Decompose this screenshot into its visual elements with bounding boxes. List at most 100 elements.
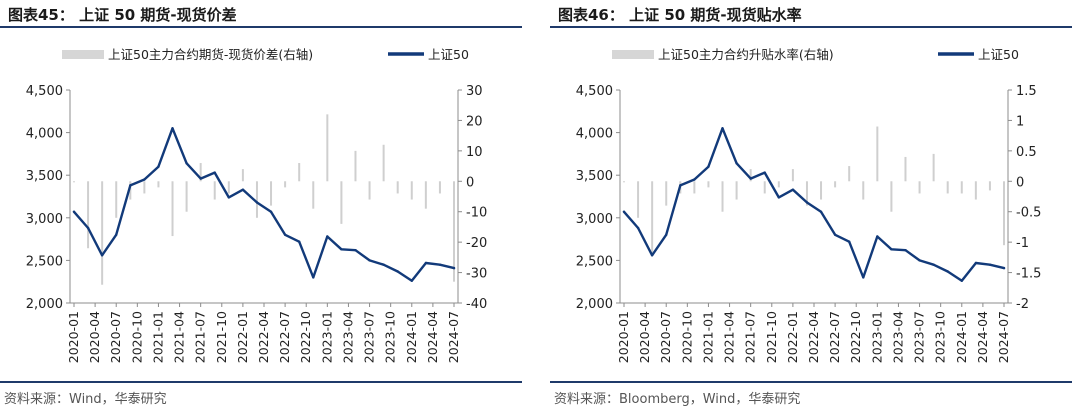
right-tick-label: 0 [1016, 175, 1024, 190]
index-point [622, 210, 626, 213]
x-tick-label: 2020-04 [87, 311, 102, 363]
x-tick-label: 2024-01 [954, 311, 969, 363]
spread-bar [1003, 181, 1005, 246]
x-tick-label: 2021-04 [722, 311, 737, 363]
index-point [960, 279, 963, 282]
chart-45: 上证50主力合约期货-现货价差(右轴) 上证50 2,000 2,500 3,000 3,… [26, 47, 487, 363]
spread-bar [185, 181, 188, 212]
spread-bar [298, 163, 301, 182]
spread-bar [284, 181, 287, 188]
spread-bar [115, 181, 118, 218]
spread-bar [805, 181, 808, 206]
index-point [777, 196, 780, 199]
index-point [382, 263, 385, 266]
spread-bar [651, 181, 654, 255]
legend-swatch-spread [62, 50, 104, 59]
x-tick-label: 2022-10 [298, 311, 313, 363]
index-point [819, 210, 823, 213]
source-note: 资料来源：Bloomberg，Wind，华泰研究 [554, 392, 801, 407]
left-tick-label: 4,000 [576, 127, 613, 142]
x-tick-label: 2021-10 [214, 311, 229, 363]
right-tick-label: 1 [1016, 114, 1024, 129]
x-tick-label: 2021-07 [193, 311, 208, 363]
right-tick-label: 10 [466, 145, 483, 160]
index-point [438, 263, 442, 266]
spread-bar [255, 181, 258, 218]
index-point [72, 210, 76, 213]
index-point [679, 184, 682, 187]
spread-bar [848, 166, 851, 182]
spread-bar [693, 181, 696, 194]
legend-label-spread: 上证50主力合约升贴水率(右轴) [658, 47, 834, 62]
left-tick-label: 4,000 [26, 127, 63, 142]
spread-bar [735, 181, 738, 200]
left-tick-label: 3,000 [26, 212, 63, 227]
index-point [636, 226, 640, 230]
index-point [171, 127, 174, 130]
spread-bar [171, 181, 174, 237]
index-point [1002, 266, 1006, 270]
index-point [326, 235, 329, 238]
spread-bar [354, 150, 357, 182]
x-tick-label: 2023-10 [933, 311, 948, 363]
spread-bar [241, 169, 244, 182]
x-tick-label: 2022-01 [785, 311, 800, 363]
index-point [876, 235, 879, 238]
spread-bar [73, 181, 75, 183]
index-point [396, 270, 399, 273]
index-point [283, 233, 287, 236]
spread-bar [791, 169, 794, 182]
left-tick-label: 3,500 [26, 169, 63, 184]
index-point [100, 254, 104, 257]
legend-label-index: 上证50 [978, 47, 1019, 62]
index-point [424, 261, 428, 265]
spread-bar [340, 181, 343, 224]
chart-title: 图表46： 上证 50 期货-现货贴水率 [558, 6, 802, 24]
spread-bar [932, 153, 935, 182]
x-tick-label: 2021-10 [764, 311, 779, 363]
index-point [143, 178, 146, 181]
footer-rule [0, 381, 522, 383]
spread-bar [862, 181, 865, 200]
left-tick-label: 4,500 [576, 84, 613, 99]
right-tick-label: -20 [466, 236, 487, 251]
index-point [918, 259, 921, 262]
spread-bar [396, 181, 399, 194]
spread-bar [974, 181, 977, 200]
index-point [340, 248, 343, 251]
x-tick-label: 2024-07 [996, 311, 1011, 363]
right-tick-label: -30 [466, 267, 487, 282]
spread-bar [834, 181, 837, 188]
spread-bar [763, 181, 766, 194]
right-tick-label: -10 [466, 206, 487, 221]
spread-bar [820, 181, 823, 200]
index-point [890, 248, 893, 251]
index-point [946, 270, 949, 273]
spread-bar [707, 181, 710, 188]
left-tick-label: 2,500 [26, 254, 63, 269]
index-point [749, 177, 752, 180]
right-tick-label: -1 [1016, 236, 1029, 251]
index-point [255, 201, 259, 204]
spread-bar [623, 181, 625, 183]
chart-46: 上证50主力合约升贴水率(右轴) 上证50 2,000 2,500 3,000 3,500… [576, 47, 1042, 363]
x-tick-label: 2020-07 [658, 311, 673, 363]
index-point [932, 263, 935, 266]
spread-bar [101, 181, 104, 285]
x-tick-label: 2023-07 [912, 311, 927, 363]
right-tick-label: 0 [466, 175, 474, 190]
x-tick-label: 2021-07 [743, 311, 758, 363]
index-point [974, 261, 978, 265]
x-tick-label: 2020-07 [108, 311, 123, 363]
index-point [199, 177, 202, 180]
x-tick-label: 2024-07 [446, 311, 461, 363]
spread-bar [876, 126, 879, 182]
spread-bar [199, 163, 202, 182]
x-tick-label: 2022-04 [256, 311, 271, 363]
index-point [721, 127, 724, 130]
left-tick-label: 2,000 [26, 297, 63, 312]
spread-bar [890, 181, 893, 212]
index-point [298, 240, 301, 243]
index-point [735, 162, 738, 165]
index-point [312, 276, 315, 279]
